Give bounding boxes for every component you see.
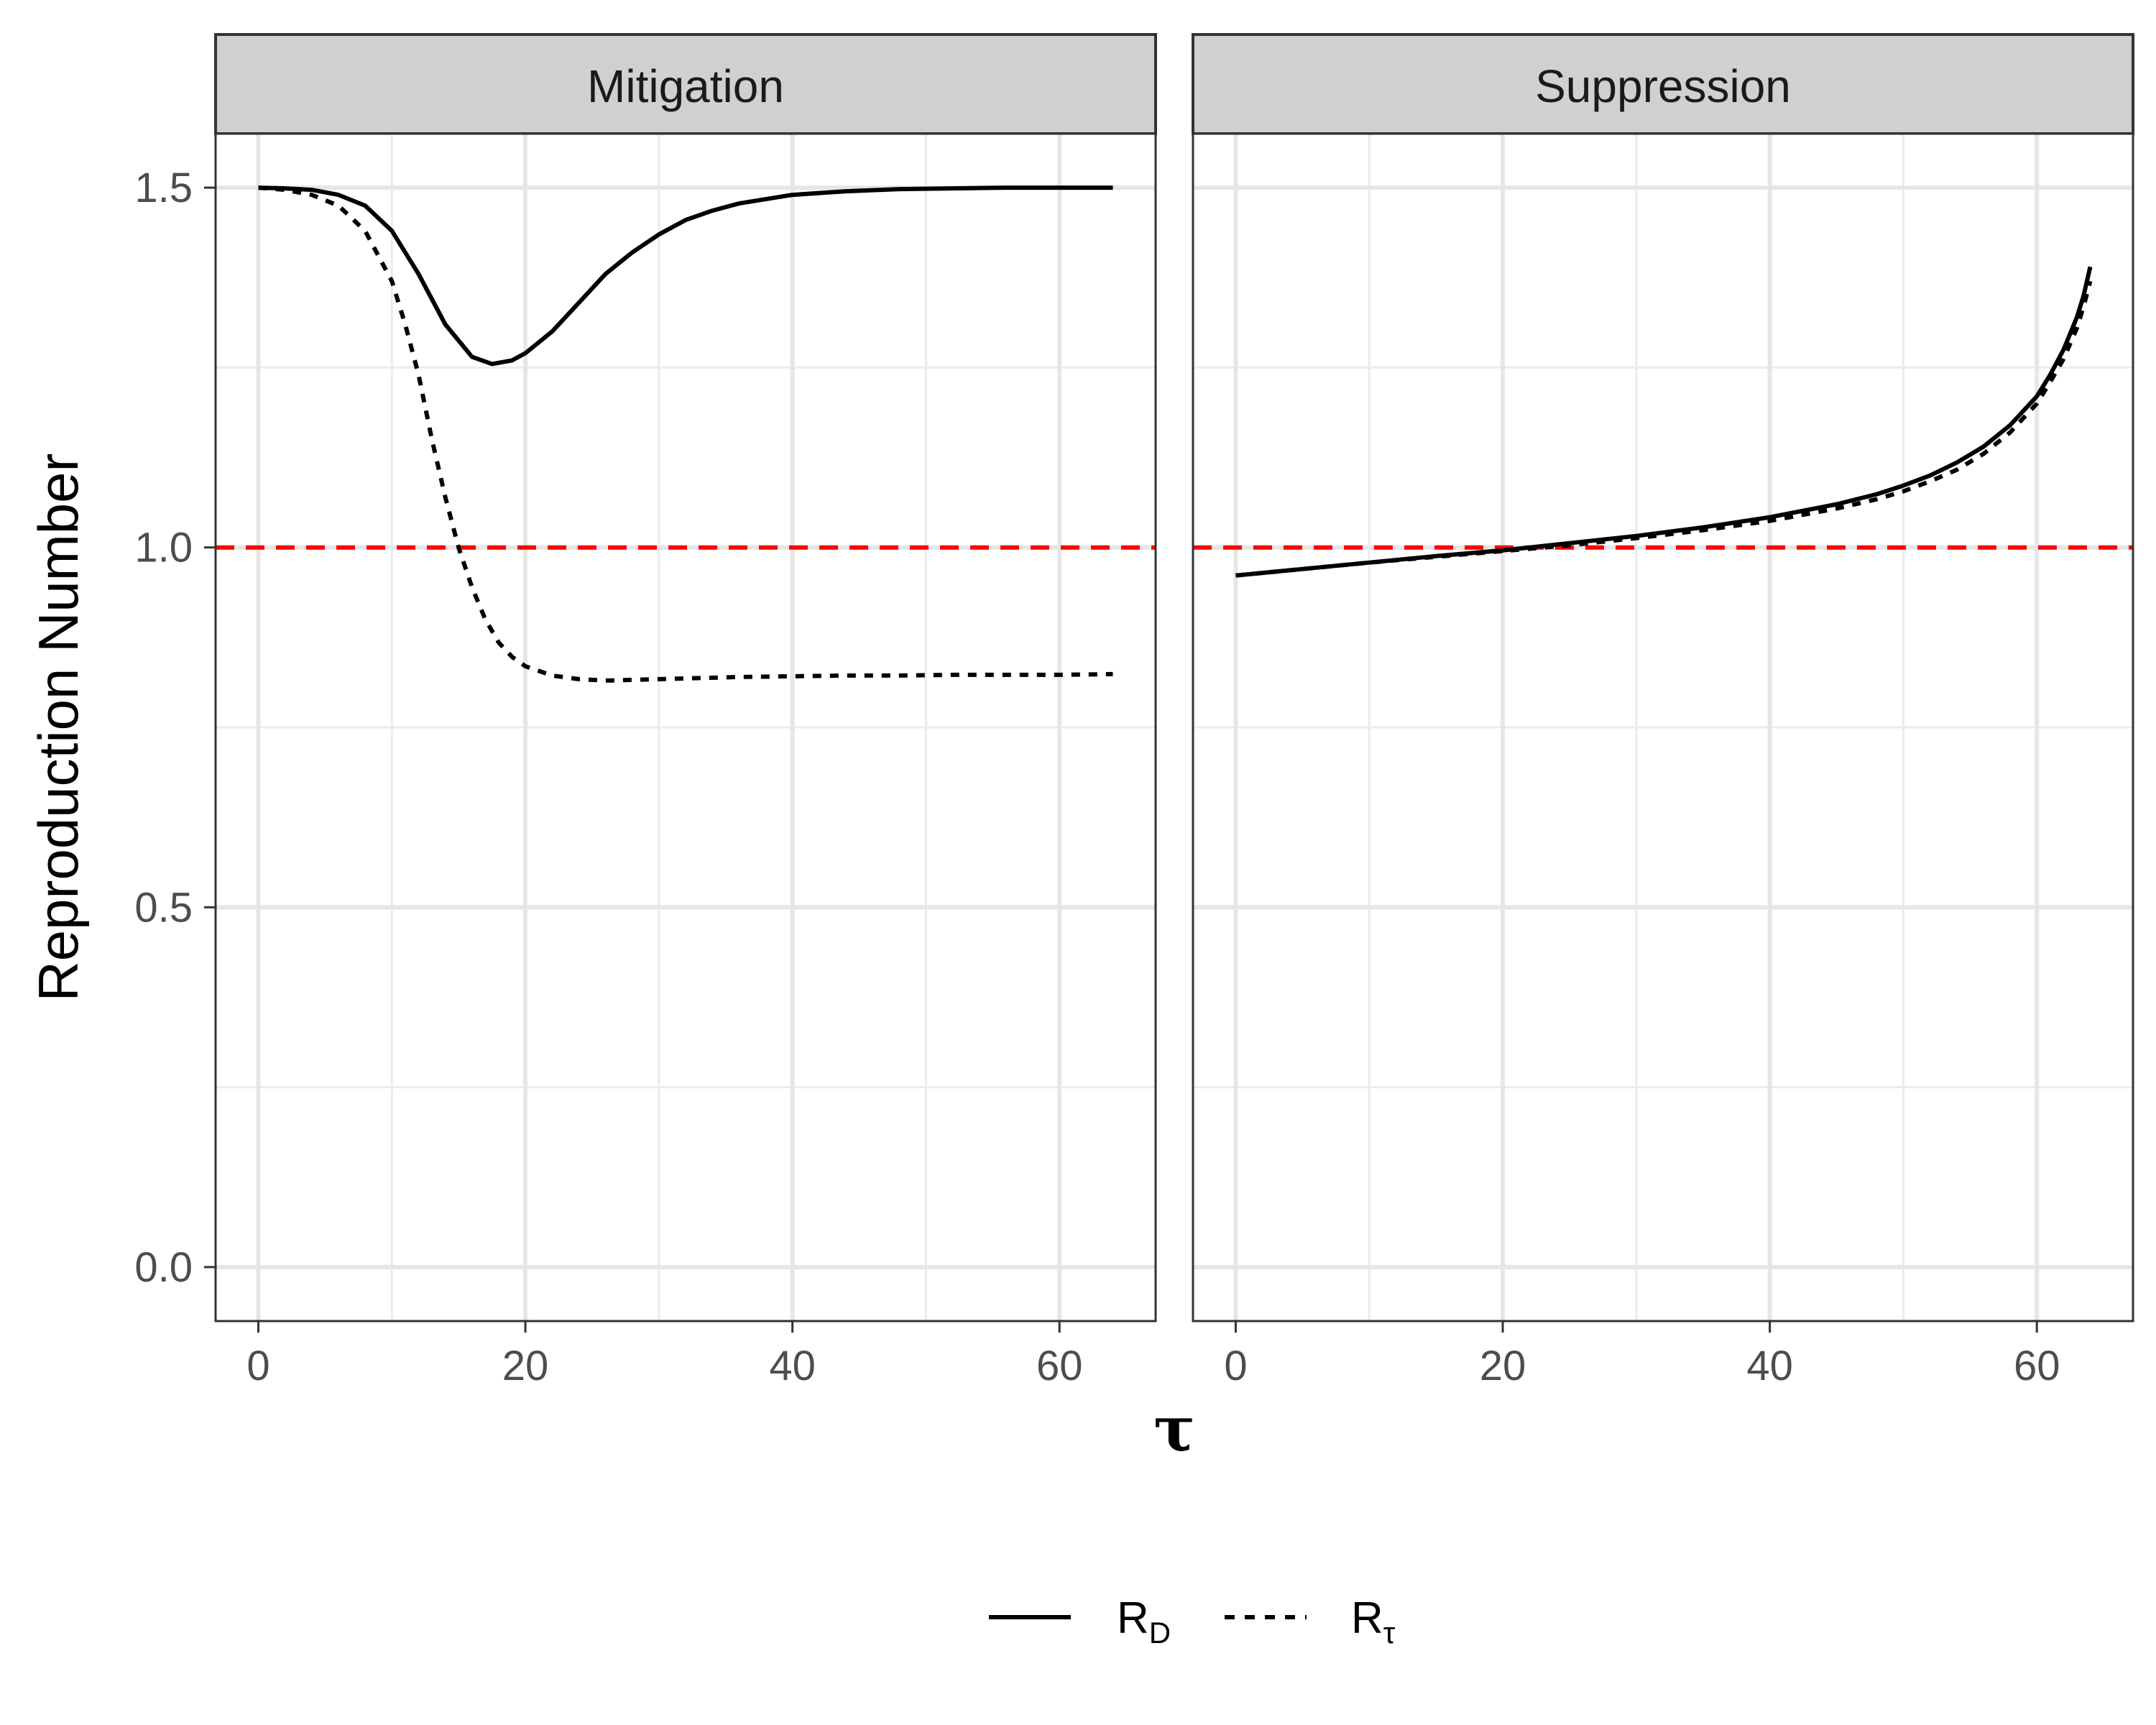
x-tick-label: 20 — [502, 1343, 549, 1389]
strip-mitigation — [214, 33, 1157, 135]
legend-label-rtau: Rτ — [1351, 1593, 1396, 1650]
panel-border-suppression — [1192, 132, 2134, 1322]
legend-label-rtau-sub: τ — [1383, 1616, 1396, 1650]
legend: RD Rτ — [989, 1593, 1396, 1650]
series-layer-suppression — [1235, 266, 2093, 578]
panel-mitigation: Mitigation 0 20 40 60 — [214, 33, 1157, 1389]
y-axis-title: Reproduction Number — [27, 453, 90, 1001]
panel-border-mitigation — [214, 132, 1157, 1322]
x-tick-label: 20 — [1480, 1343, 1526, 1389]
y-tick-label: 0.5 — [134, 884, 193, 931]
x-tick-label: 60 — [1036, 1343, 1083, 1389]
panel-suppression: Suppression 0 20 40 60 — [1192, 33, 2134, 1389]
x-tick-label: 40 — [769, 1343, 816, 1389]
x-axis-mitigation: 0 20 40 60 — [247, 1321, 1082, 1389]
x-axis-title: τ — [1153, 1393, 1195, 1466]
series-line-r-tau — [258, 185, 1113, 683]
grid-mitigation — [216, 134, 1156, 1321]
x-tick-label: 0 — [1224, 1343, 1247, 1389]
x-tick-label: 40 — [1746, 1343, 1793, 1389]
legend-label-rd: RD — [1117, 1593, 1171, 1650]
series-line-r-d — [258, 185, 1113, 367]
strip-title-mitigation: Mitigation — [587, 60, 784, 112]
x-axis-suppression: 0 20 40 60 — [1224, 1321, 2060, 1389]
x-tick-label: 0 — [247, 1343, 270, 1389]
series-line-r-tau — [1235, 280, 2093, 578]
legend-label-rtau-base: R — [1351, 1593, 1383, 1643]
y-tick-label: 0.0 — [134, 1244, 193, 1291]
y-axis: 0.0 0.5 1.0 1.5 — [134, 165, 216, 1291]
legend-label-rd-base: R — [1117, 1593, 1149, 1643]
x-tick-label: 60 — [2014, 1343, 2060, 1389]
legend-label-rd-sub: D — [1149, 1616, 1171, 1650]
series-line-r-d — [1235, 266, 2093, 578]
strip-title-suppression: Suppression — [1535, 60, 1791, 112]
y-tick-label: 1.0 — [134, 525, 193, 571]
y-tick-label: 1.5 — [134, 165, 193, 211]
strip-suppression — [1192, 33, 2134, 135]
series-layer-mitigation — [258, 185, 1113, 683]
